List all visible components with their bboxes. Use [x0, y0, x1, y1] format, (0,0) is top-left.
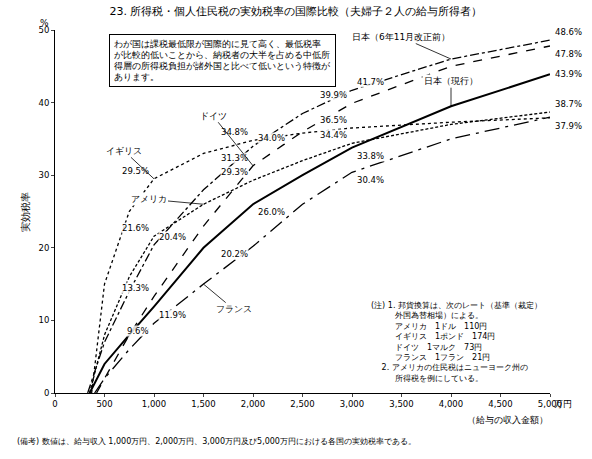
svg-text:3,000: 3,000: [340, 399, 364, 409]
svg-text:50: 50: [38, 25, 49, 35]
svg-text:ドイツ: ドイツ: [200, 111, 227, 121]
svg-text:21.6%: 21.6%: [122, 223, 149, 233]
svg-text:万円: 万円: [554, 399, 572, 409]
svg-text:34.8%: 34.8%: [221, 127, 248, 137]
svg-text:29.3%: 29.3%: [221, 167, 248, 177]
svg-text:イギリス: イギリス: [106, 146, 142, 156]
svg-text:13.3%: 13.3%: [122, 283, 149, 293]
svg-text:フランス: フランス: [216, 304, 252, 314]
svg-text:4,000: 4,000: [439, 399, 463, 409]
svg-text:わが国は課税最低限が国際的に見て高く、最低税率が比較的低いこ: わが国は課税最低限が国際的に見て高く、最低税率が比較的低いことから、納税者の大半…: [114, 39, 331, 82]
svg-text:29.5%: 29.5%: [122, 166, 149, 176]
svg-text:日本（現行）: 日本（現行）: [424, 76, 478, 86]
svg-text:40: 40: [38, 98, 49, 108]
svg-text:0: 0: [44, 388, 49, 398]
svg-text:37.9%: 37.9%: [555, 121, 582, 131]
svg-text:10: 10: [38, 315, 49, 325]
svg-text:31.3%: 31.3%: [221, 153, 248, 163]
svg-text:43.9%: 43.9%: [555, 69, 582, 79]
svg-text:23. 所得税・個人住民税の実効税率の国際比較（夫婦子２人の: 23. 所得税・個人住民税の実効税率の国際比較（夫婦子２人の給与所得者）: [110, 5, 483, 18]
svg-text:500: 500: [96, 399, 112, 409]
svg-text:38.7%: 38.7%: [555, 99, 582, 109]
svg-text:（給与の収入金額）: （給与の収入金額）: [467, 415, 548, 425]
svg-text:9.6%: 9.6%: [127, 326, 149, 336]
svg-text:(注) 1. 邦貨換算は、次のレート（基準（裁定） 外国: (注) 1. 邦貨換算は、次のレート（基準（裁定） 外国為替相場）による。 アメ…: [371, 301, 542, 383]
svg-text:33.8%: 33.8%: [357, 151, 384, 161]
svg-text:1,500: 1,500: [191, 399, 215, 409]
svg-text:26.0%: 26.0%: [258, 207, 285, 217]
svg-text:41.7%: 41.7%: [357, 77, 384, 87]
svg-text:47.8%: 47.8%: [555, 49, 582, 59]
svg-text:34.0%: 34.0%: [258, 133, 285, 143]
svg-text:20: 20: [38, 243, 49, 253]
svg-text:39.9%: 39.9%: [320, 90, 347, 100]
svg-text:48.6%: 48.6%: [555, 27, 582, 37]
svg-text:0: 0: [52, 399, 57, 409]
svg-text:1,000: 1,000: [142, 399, 166, 409]
svg-text:(備考) 数値は、給与収入 1,000万円、2,000万円、: (備考) 数値は、給与収入 1,000万円、2,000万円、3,000万円及び5…: [17, 437, 416, 446]
svg-text:%: %: [40, 18, 49, 28]
svg-text:4,500: 4,500: [488, 399, 512, 409]
svg-text:5,000: 5,000: [538, 399, 562, 409]
svg-text:2,000: 2,000: [241, 399, 265, 409]
svg-text:20.4%: 20.4%: [159, 232, 186, 242]
svg-text:20.2%: 20.2%: [221, 249, 248, 259]
svg-text:11.9%: 11.9%: [159, 310, 186, 320]
svg-text:36.5%: 36.5%: [320, 115, 347, 125]
svg-text:30.4%: 30.4%: [357, 175, 384, 185]
svg-text:2,500: 2,500: [290, 399, 314, 409]
svg-text:30: 30: [38, 170, 49, 180]
svg-text:3,500: 3,500: [389, 399, 413, 409]
svg-text:実効税率: 実効税率: [20, 192, 31, 232]
svg-text:日本（6年11月改正前）: 日本（6年11月改正前）: [352, 32, 450, 42]
svg-text:アメリカ: アメリカ: [131, 194, 167, 204]
svg-text:34.4%: 34.4%: [320, 130, 347, 140]
